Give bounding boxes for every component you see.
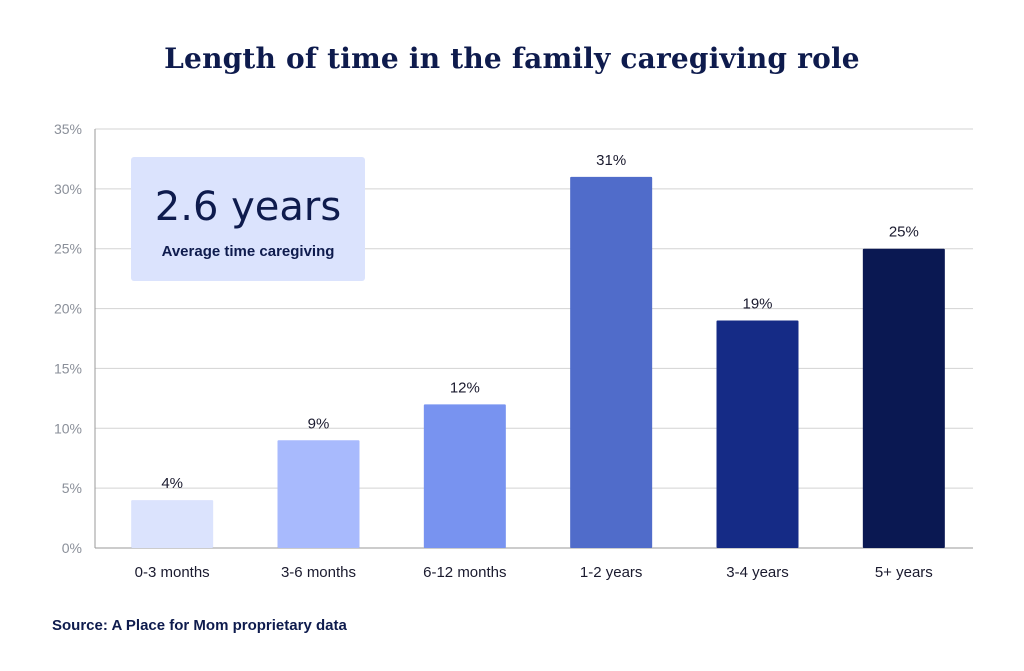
x-tick-label: 3-4 years: [726, 564, 789, 581]
gridlines: [94, 128, 973, 549]
y-tick-label: 30%: [54, 181, 82, 197]
y-tick-label: 0%: [62, 540, 82, 556]
bar-value-label: 9%: [308, 415, 330, 432]
average-value: 2.6 years: [154, 184, 342, 230]
bar-3-6-months: [277, 440, 360, 548]
y-tick-label: 10%: [54, 420, 82, 436]
bar-value-label: 31%: [596, 152, 626, 169]
bar-0-3-months: [131, 500, 214, 548]
x-tick-label: 0-3 months: [135, 564, 210, 581]
average-callout: 2.6 years Average time caregiving: [131, 157, 365, 281]
bars: [131, 176, 945, 548]
bar-6-12-months: [423, 404, 506, 548]
x-tick-label: 1-2 years: [580, 564, 643, 581]
bar-3-4-years: [716, 320, 799, 548]
source-note: Source: A Place for Mom proprietary data: [52, 617, 347, 634]
x-tick-label: 6-12 months: [423, 564, 506, 581]
y-tick-label: 20%: [54, 301, 82, 317]
x-tick-label: 3-6 months: [281, 564, 356, 581]
y-tick-label: 15%: [54, 360, 82, 376]
y-tick-label: 25%: [54, 241, 82, 257]
bar-value-labels: 4% 9% 12% 31% 19% 25%: [161, 152, 919, 492]
bar-value-label: 12%: [450, 379, 480, 396]
bar-value-label: 19%: [742, 296, 772, 313]
y-axis-tick-labels: 0% 5% 10% 15% 20% 25% 30% 35%: [54, 121, 82, 556]
y-tick-label: 35%: [54, 121, 82, 137]
average-label: Average time caregiving: [161, 243, 335, 260]
chart-title: Length of time in the family caregiving …: [164, 42, 860, 75]
bar-1-2-years: [570, 176, 653, 548]
x-axis-tick-labels: 0-3 months 3-6 months 6-12 months 1-2 years…: [135, 564, 933, 581]
y-tick-label: 5%: [62, 480, 82, 496]
bar-value-label: 4%: [161, 475, 183, 492]
x-tick-label: 5+ years: [875, 564, 933, 581]
bar-5-years: [862, 248, 945, 548]
bar-value-label: 25%: [889, 224, 919, 241]
